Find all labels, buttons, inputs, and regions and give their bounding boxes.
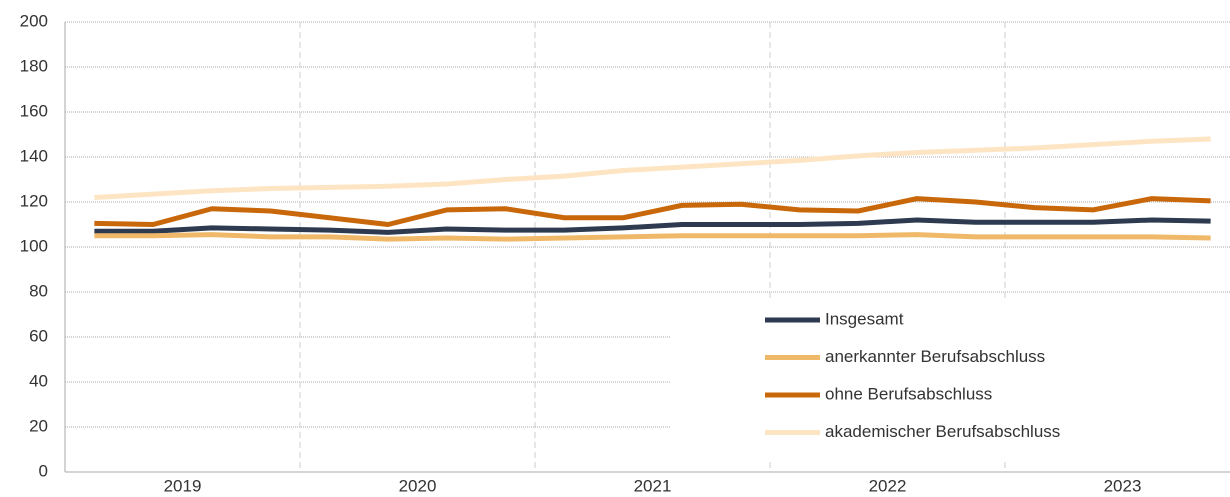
- x-tick-label: 2020: [399, 476, 437, 495]
- y-tick-label: 160: [20, 101, 48, 120]
- series-line: [94, 217, 1211, 235]
- legend-label: ohne Berufsabschluss: [825, 384, 992, 403]
- series-line: [94, 232, 1211, 242]
- y-tick-label: 100: [20, 236, 48, 255]
- y-tick-label: 80: [29, 281, 48, 300]
- x-tick-label: 2022: [869, 476, 907, 495]
- y-tick-label: 140: [20, 146, 48, 165]
- x-tick-label: 2021: [634, 476, 672, 495]
- y-tick-label: 0: [39, 461, 48, 480]
- y-tick-label: 180: [20, 56, 48, 75]
- y-tick-label: 200: [20, 11, 48, 30]
- y-tick-label: 60: [29, 326, 48, 345]
- series-line: [94, 136, 1211, 200]
- series-line: [94, 196, 1211, 227]
- x-tick-label: 2019: [164, 476, 202, 495]
- x-tick-label: 2023: [1104, 476, 1142, 495]
- y-tick-label: 40: [29, 371, 48, 390]
- y-tick-label: 120: [20, 191, 48, 210]
- legend-label: akademischer Berufsabschluss: [825, 422, 1060, 441]
- legend-box: [670, 298, 1230, 458]
- legend-label: anerkannter Berufsabschluss: [825, 347, 1045, 366]
- legend-label: Insgesamt: [825, 309, 904, 328]
- y-tick-label: 20: [29, 416, 48, 435]
